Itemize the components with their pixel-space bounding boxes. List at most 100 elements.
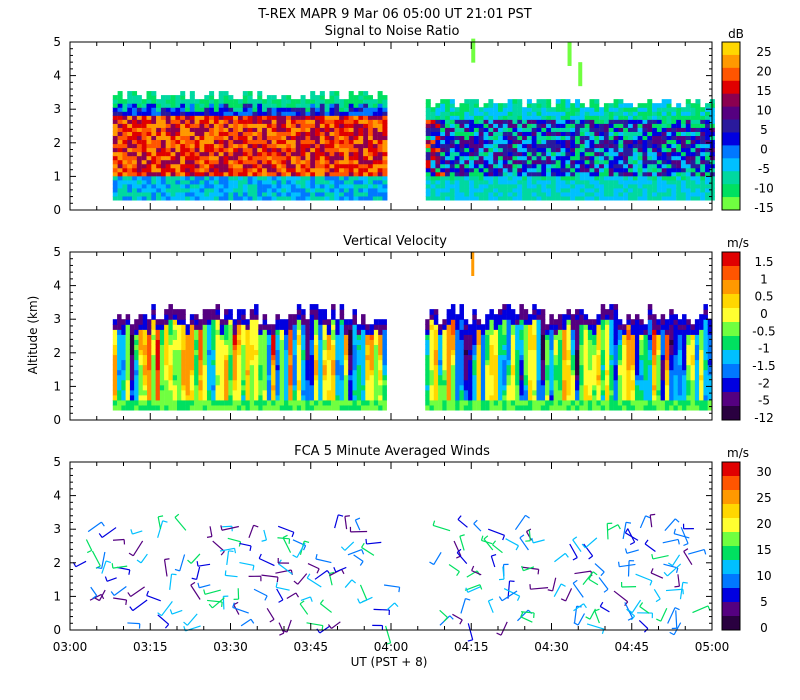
snr-cell [454, 127, 460, 132]
vv-cell [215, 309, 221, 315]
vv-cell [262, 334, 268, 340]
snr-cell [348, 91, 354, 96]
snr-cell [589, 103, 595, 108]
vv-cell [181, 394, 186, 401]
snr-cell [286, 151, 292, 157]
snr-cell [488, 187, 494, 193]
snr-cell [512, 143, 518, 149]
snr-cell [305, 103, 311, 108]
snr-cell [189, 95, 195, 100]
snr-cell [112, 107, 118, 112]
vv-cell [540, 379, 546, 386]
snr-cell [237, 191, 243, 197]
vv-cell [562, 384, 567, 391]
snr-cell [483, 139, 489, 145]
vv-cell [356, 389, 362, 396]
snr-cell [454, 183, 460, 189]
snr-cell [546, 183, 552, 189]
snr-cell [276, 163, 282, 169]
vv-cell [575, 369, 580, 376]
vv-cell [249, 319, 255, 325]
vv-cell [369, 339, 375, 345]
vv-cell [361, 354, 366, 361]
snr-cell [526, 127, 532, 132]
snr-cell [127, 135, 133, 141]
snr-cell [454, 179, 460, 185]
snr-cell [141, 123, 147, 128]
snr-cell [290, 175, 296, 181]
vv-cell [429, 399, 435, 406]
snr-cell [464, 103, 470, 108]
vv-cell [164, 364, 169, 371]
snr-cell [247, 167, 253, 173]
snr-cell [146, 187, 152, 193]
snr-cell [141, 175, 147, 181]
snr-cell [541, 103, 547, 108]
vv-cell [155, 404, 161, 411]
snr-cell [589, 183, 595, 189]
snr-cell [156, 171, 162, 177]
snr-cell [464, 179, 470, 185]
vv-cell [164, 319, 169, 325]
vv-cell [185, 399, 191, 406]
snr-cell [295, 143, 301, 149]
vv-cell [335, 349, 340, 356]
vv-cell [549, 359, 554, 366]
vv-cell [211, 329, 216, 335]
vv-cell [493, 324, 499, 330]
vv-cell [288, 324, 293, 330]
snr-cell [170, 171, 176, 177]
colorbar-swatch [722, 106, 740, 121]
vv-cell [540, 324, 546, 330]
snr-cell [281, 111, 287, 116]
snr-cell [555, 107, 561, 112]
snr-cell [469, 131, 475, 137]
vv-cell [177, 319, 182, 325]
snr-cell [276, 111, 282, 116]
snr-cell [266, 111, 272, 116]
snr-cell [242, 143, 248, 149]
snr-cell [310, 171, 316, 177]
snr-cell [560, 123, 566, 128]
vv-cell [527, 344, 533, 351]
snr-cell [117, 175, 123, 181]
snr-cell [194, 191, 200, 197]
vv-cell [121, 364, 126, 371]
snr-cell [228, 187, 234, 193]
snr-cell [199, 191, 205, 197]
vv-cell [121, 319, 126, 325]
vv-cell [450, 309, 456, 315]
snr-cell [151, 195, 157, 201]
snr-cell [526, 131, 532, 137]
snr-cell [185, 115, 191, 120]
snr-cell [599, 147, 605, 153]
snr-cell [295, 123, 301, 128]
snr-cell [146, 179, 152, 185]
snr-cell [348, 167, 354, 173]
snr-cell [685, 119, 691, 124]
snr-cell [266, 171, 272, 177]
snr-cell [536, 119, 542, 124]
vv-cell [168, 364, 173, 371]
snr-cell [353, 123, 359, 128]
snr-cell [213, 179, 219, 185]
snr-cell [425, 131, 431, 137]
snr-cell [334, 175, 340, 181]
snr-cell [440, 163, 446, 169]
snr-cell [637, 107, 643, 112]
vv-cell [164, 354, 169, 361]
snr-cell [661, 103, 667, 108]
snr-cell [112, 127, 118, 132]
vv-cell [164, 314, 169, 320]
vv-cell [485, 319, 490, 325]
vv-cell [151, 324, 156, 330]
snr-cell [295, 155, 301, 161]
snr-cell [122, 119, 128, 124]
vv-cell [125, 379, 131, 386]
vv-cell [489, 394, 494, 401]
snr-cell [377, 195, 383, 201]
snr-cell [661, 147, 667, 153]
vv-cell [468, 384, 473, 391]
vv-cell [557, 399, 563, 406]
snr-cell [685, 187, 691, 193]
